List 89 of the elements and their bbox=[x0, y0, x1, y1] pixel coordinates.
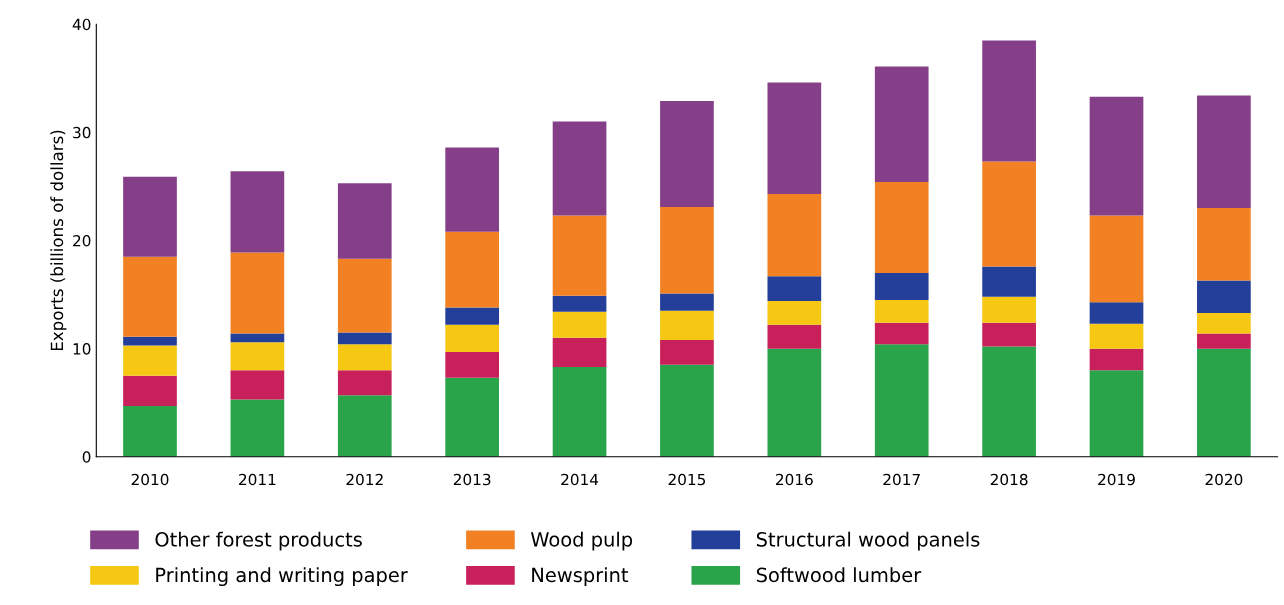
bar bbox=[982, 296, 1036, 323]
bar bbox=[230, 399, 285, 457]
x-tick-label: 2018 bbox=[990, 473, 1028, 486]
x-tick-label: 2019 bbox=[1098, 473, 1135, 486]
bar bbox=[660, 310, 714, 340]
bar bbox=[337, 344, 392, 371]
bar bbox=[445, 307, 500, 325]
bar bbox=[337, 183, 392, 259]
bar bbox=[552, 311, 607, 338]
y-tick-label: 0 bbox=[82, 451, 91, 463]
bar bbox=[982, 322, 1036, 347]
bar bbox=[767, 276, 822, 302]
bar bbox=[874, 272, 929, 300]
bar bbox=[767, 301, 822, 325]
bar bbox=[1089, 302, 1144, 324]
bar bbox=[230, 370, 285, 400]
bar bbox=[445, 351, 500, 378]
bar bbox=[552, 337, 607, 368]
x-tick-label: 2017 bbox=[883, 473, 920, 486]
bar bbox=[1197, 348, 1251, 457]
bar bbox=[1089, 323, 1144, 349]
bar bbox=[874, 344, 929, 457]
bar bbox=[123, 176, 177, 257]
bar bbox=[1197, 312, 1251, 334]
bar bbox=[660, 206, 714, 294]
bar bbox=[552, 295, 607, 312]
bar bbox=[767, 348, 822, 457]
bar bbox=[123, 375, 177, 406]
bar bbox=[1197, 208, 1251, 281]
bar bbox=[660, 364, 714, 457]
bar bbox=[1089, 215, 1144, 303]
bar bbox=[767, 193, 822, 277]
bar bbox=[230, 342, 285, 371]
bar bbox=[123, 336, 177, 346]
bar bbox=[1089, 348, 1144, 371]
bar bbox=[337, 258, 392, 333]
y-tick-label: 20 bbox=[73, 234, 91, 247]
bar bbox=[123, 405, 177, 457]
bar bbox=[123, 345, 177, 376]
x-tick-label: 2011 bbox=[239, 473, 276, 486]
legend-label: Printing and writing paper bbox=[156, 567, 408, 587]
x-tick-label: 2012 bbox=[346, 473, 383, 486]
bar bbox=[552, 121, 607, 216]
x-tick-label: 2014 bbox=[561, 473, 599, 486]
y-tick-label: 40 bbox=[72, 18, 91, 31]
bar bbox=[1197, 333, 1251, 349]
bar bbox=[1089, 370, 1144, 457]
bar bbox=[874, 322, 929, 345]
bar bbox=[337, 370, 392, 396]
bar bbox=[445, 147, 500, 232]
x-tick-label: 2010 bbox=[131, 473, 169, 486]
bar bbox=[874, 299, 929, 323]
bar bbox=[337, 332, 392, 345]
legend-label: Other forest products bbox=[155, 531, 362, 551]
legend-label: Wood pulp bbox=[530, 531, 633, 551]
bar bbox=[123, 256, 177, 337]
y-axis-title: Exports (billions of dollars) bbox=[50, 130, 67, 351]
bar bbox=[660, 100, 714, 207]
x-tick-label: 2016 bbox=[776, 473, 813, 486]
bar bbox=[874, 66, 929, 183]
y-tick-label: 10 bbox=[73, 343, 91, 355]
bar bbox=[552, 215, 607, 296]
bar bbox=[230, 333, 285, 343]
bar bbox=[230, 171, 285, 253]
bar bbox=[445, 377, 500, 457]
bar bbox=[552, 367, 607, 457]
bar bbox=[660, 293, 714, 311]
bar bbox=[982, 346, 1036, 457]
bar bbox=[337, 395, 392, 457]
bar bbox=[982, 266, 1036, 297]
bar bbox=[767, 82, 822, 194]
legend-label: Structural wood panels bbox=[756, 531, 980, 551]
bar bbox=[1197, 280, 1251, 313]
legend-label: Softwood lumber bbox=[756, 567, 922, 583]
bar bbox=[230, 252, 285, 334]
legend-label: Newsprint bbox=[532, 567, 629, 587]
x-tick-label: 2013 bbox=[453, 473, 491, 486]
x-tick-label: 2015 bbox=[668, 473, 706, 486]
bar bbox=[767, 324, 822, 349]
bar bbox=[445, 231, 500, 308]
bar bbox=[445, 324, 500, 352]
y-tick-label: 30 bbox=[73, 126, 91, 139]
bar bbox=[982, 161, 1036, 267]
bar bbox=[982, 40, 1036, 162]
bar bbox=[660, 339, 714, 365]
bar bbox=[1197, 95, 1251, 209]
bar bbox=[874, 182, 929, 273]
bar bbox=[1089, 96, 1144, 216]
x-tick-label: 2020 bbox=[1205, 473, 1243, 486]
